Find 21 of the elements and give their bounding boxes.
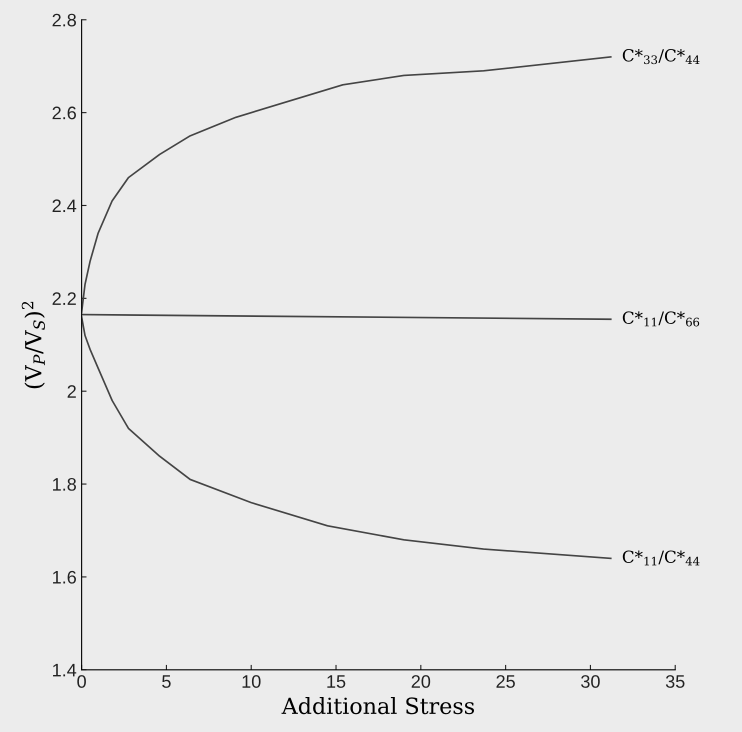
- series-label: C*$_{11}$/C*$_{44}$: [622, 550, 700, 566]
- x-axis-title: Additional Stress: [282, 697, 474, 714]
- x-tick-label: 25: [496, 675, 515, 688]
- series-label: C*$_{11}$/C*$_{66}$: [622, 311, 700, 326]
- series-label: C*$_{33}$/C*$_{44}$: [622, 49, 700, 64]
- y-tick-label: 2.8: [52, 14, 76, 26]
- x-tick-label: 30: [581, 675, 600, 688]
- y-tick-label: 2.2: [52, 292, 76, 305]
- x-tick-label: 20: [412, 675, 430, 688]
- x-tick-label: 35: [666, 675, 685, 688]
- y-tick-label: 1.4: [53, 664, 76, 676]
- y-tick-label: 2: [68, 385, 76, 398]
- y-tick-label: 1.8: [53, 478, 76, 491]
- x-tick-label: 15: [327, 675, 346, 688]
- y-tick-label: 1.6: [53, 570, 76, 584]
- x-tick-label: 10: [242, 675, 261, 688]
- x-tick-label: 5: [162, 675, 171, 688]
- y-tick-label: 2.4: [52, 199, 76, 212]
- x-tick-label: 0: [77, 675, 86, 688]
- y-tick-label: 2.6: [52, 106, 76, 120]
- y-axis-title: (V$_{P}$/V$_{S}$)$^{2}$: [22, 302, 46, 388]
